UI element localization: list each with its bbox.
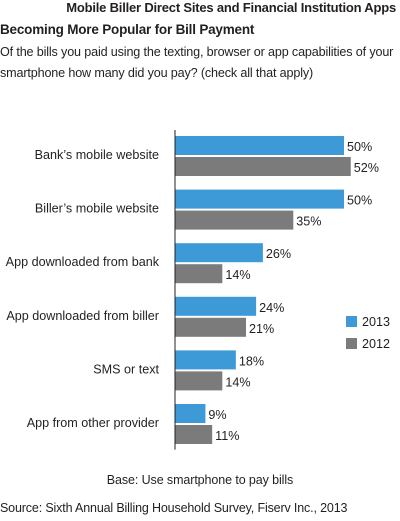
data-label: 18% (239, 354, 264, 368)
data-label: 50% (347, 140, 372, 154)
survey-question: Of the bills you paid using the texting,… (0, 45, 394, 80)
chart-title: Mobile Biller Direct Sites and Financial… (66, 0, 396, 15)
source-note: Source: Sixth Annual Billing Household S… (0, 501, 348, 515)
bar-2012 (175, 317, 246, 337)
category-label: App downloaded from biller (6, 309, 159, 323)
data-label: 9% (208, 408, 226, 422)
data-label: 14% (225, 375, 250, 389)
legend-label: 2013 (362, 315, 390, 329)
bar-2013 (175, 243, 263, 263)
data-label: 52% (354, 161, 379, 175)
bar-2012 (175, 371, 223, 391)
legend-swatch-2013 (346, 316, 357, 327)
category-label: Biller’s mobile website (35, 202, 159, 216)
bar-2012 (175, 210, 294, 230)
base-note: Base: Use smartphone to pay bills (106, 473, 294, 487)
data-label: 35% (296, 215, 321, 229)
bar-2013 (175, 189, 344, 209)
legend-swatch-2012 (346, 338, 357, 349)
category-label: SMS or text (93, 362, 159, 376)
category-label: App downloaded from bank (6, 255, 160, 269)
bars-layer: Bank’s mobile website 50% 52% Biller’s mobi… (6, 136, 379, 444)
data-label: 50% (347, 194, 372, 208)
data-label: 11% (215, 429, 239, 443)
data-label: 26% (266, 247, 291, 261)
bar-2013 (175, 404, 206, 423)
bar-2013 (175, 136, 344, 155)
data-label: 14% (225, 268, 250, 282)
data-label: 21% (249, 322, 274, 336)
bar-2012 (175, 264, 223, 284)
bar-2012 (175, 425, 213, 444)
bar-2013 (175, 296, 257, 316)
chart-subtitle: Becoming More Popular for Bill Payment (0, 22, 255, 37)
bar-2012 (175, 157, 351, 176)
category-label: App from other provider (27, 416, 159, 430)
data-label: 24% (259, 301, 284, 315)
legend: 2013 2012 (346, 315, 390, 351)
legend-label: 2012 (362, 337, 390, 351)
bar-2013 (175, 350, 236, 370)
category-label: Bank’s mobile website (35, 148, 159, 162)
